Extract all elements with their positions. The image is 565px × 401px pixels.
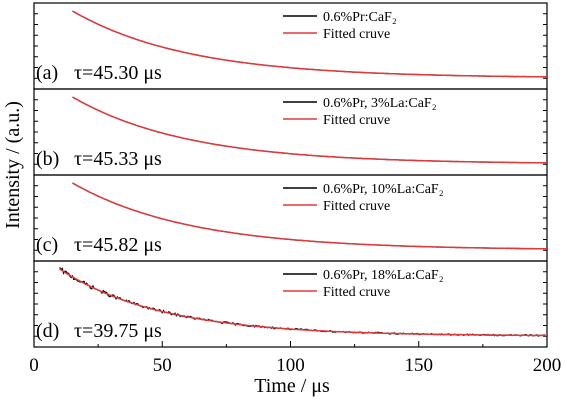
x-tick-label: 0 [29,355,39,376]
legend-label-fitted: Fitted cruve [323,113,390,128]
panel-d: 0.6%Pr, 18%La:CaF₂ Fitted cruve (d) τ=39.75… [33,260,548,348]
legend-label-measured: 0.6%Pr:CaF₂ [323,10,397,25]
tau-annotation: τ=45.30 μs [74,62,162,84]
y-axis-title: Intensity / (a.u.) [2,101,24,229]
x-tick-label: 50 [153,355,172,376]
panel-label: (d) [36,320,59,342]
series-fitted-line [72,182,548,250]
legend-label-fitted: Fitted cruve [323,285,390,300]
panel-label: (c) [36,234,58,256]
legend-label-fitted: Fitted cruve [323,199,390,214]
tau-annotation: τ=45.33 μs [74,148,162,170]
legend-label-measured: 0.6%Pr, 10%La:CaF₂ [323,182,444,197]
tau-annotation: τ=45.82 μs [74,234,162,256]
x-tick-label: 150 [405,355,434,376]
series-fitted-line [59,268,548,337]
series-fitted-line [72,10,548,78]
series-fitted-line [72,96,548,164]
panel-label: (b) [36,148,59,170]
legend: 0.6%Pr, 3%La:CaF₂ Fitted cruve [283,96,437,128]
legend: 0.6%Pr, 18%La:CaF₂ Fitted cruve [283,268,444,300]
legend-label-measured: 0.6%Pr, 18%La:CaF₂ [323,268,444,283]
legend-label-measured: 0.6%Pr, 3%La:CaF₂ [323,96,437,111]
panel-b: 0.6%Pr, 3%La:CaF₂ Fitted cruve (b) τ=45.33 … [33,88,548,176]
tau-annotation: τ=39.75 μs [74,320,162,342]
legend-label-fitted: Fitted cruve [323,27,390,42]
panel-a: 0.6%Pr:CaF₂ Fitted cruve (a) τ=45.30 μs [33,2,548,90]
x-axis-title: Time / μs [254,375,330,397]
legend: 0.6%Pr:CaF₂ Fitted cruve [283,10,397,42]
legend: 0.6%Pr, 10%La:CaF₂ Fitted cruve [283,182,444,214]
x-tick-label: 100 [276,355,305,376]
x-axis-ticks: 0 50 100 150 200 [29,341,561,376]
panel-c: 0.6%Pr, 10%La:CaF₂ Fitted cruve (c) τ=45.82… [33,174,548,262]
x-tick-label: 200 [533,355,562,376]
panel-label: (a) [36,62,58,84]
